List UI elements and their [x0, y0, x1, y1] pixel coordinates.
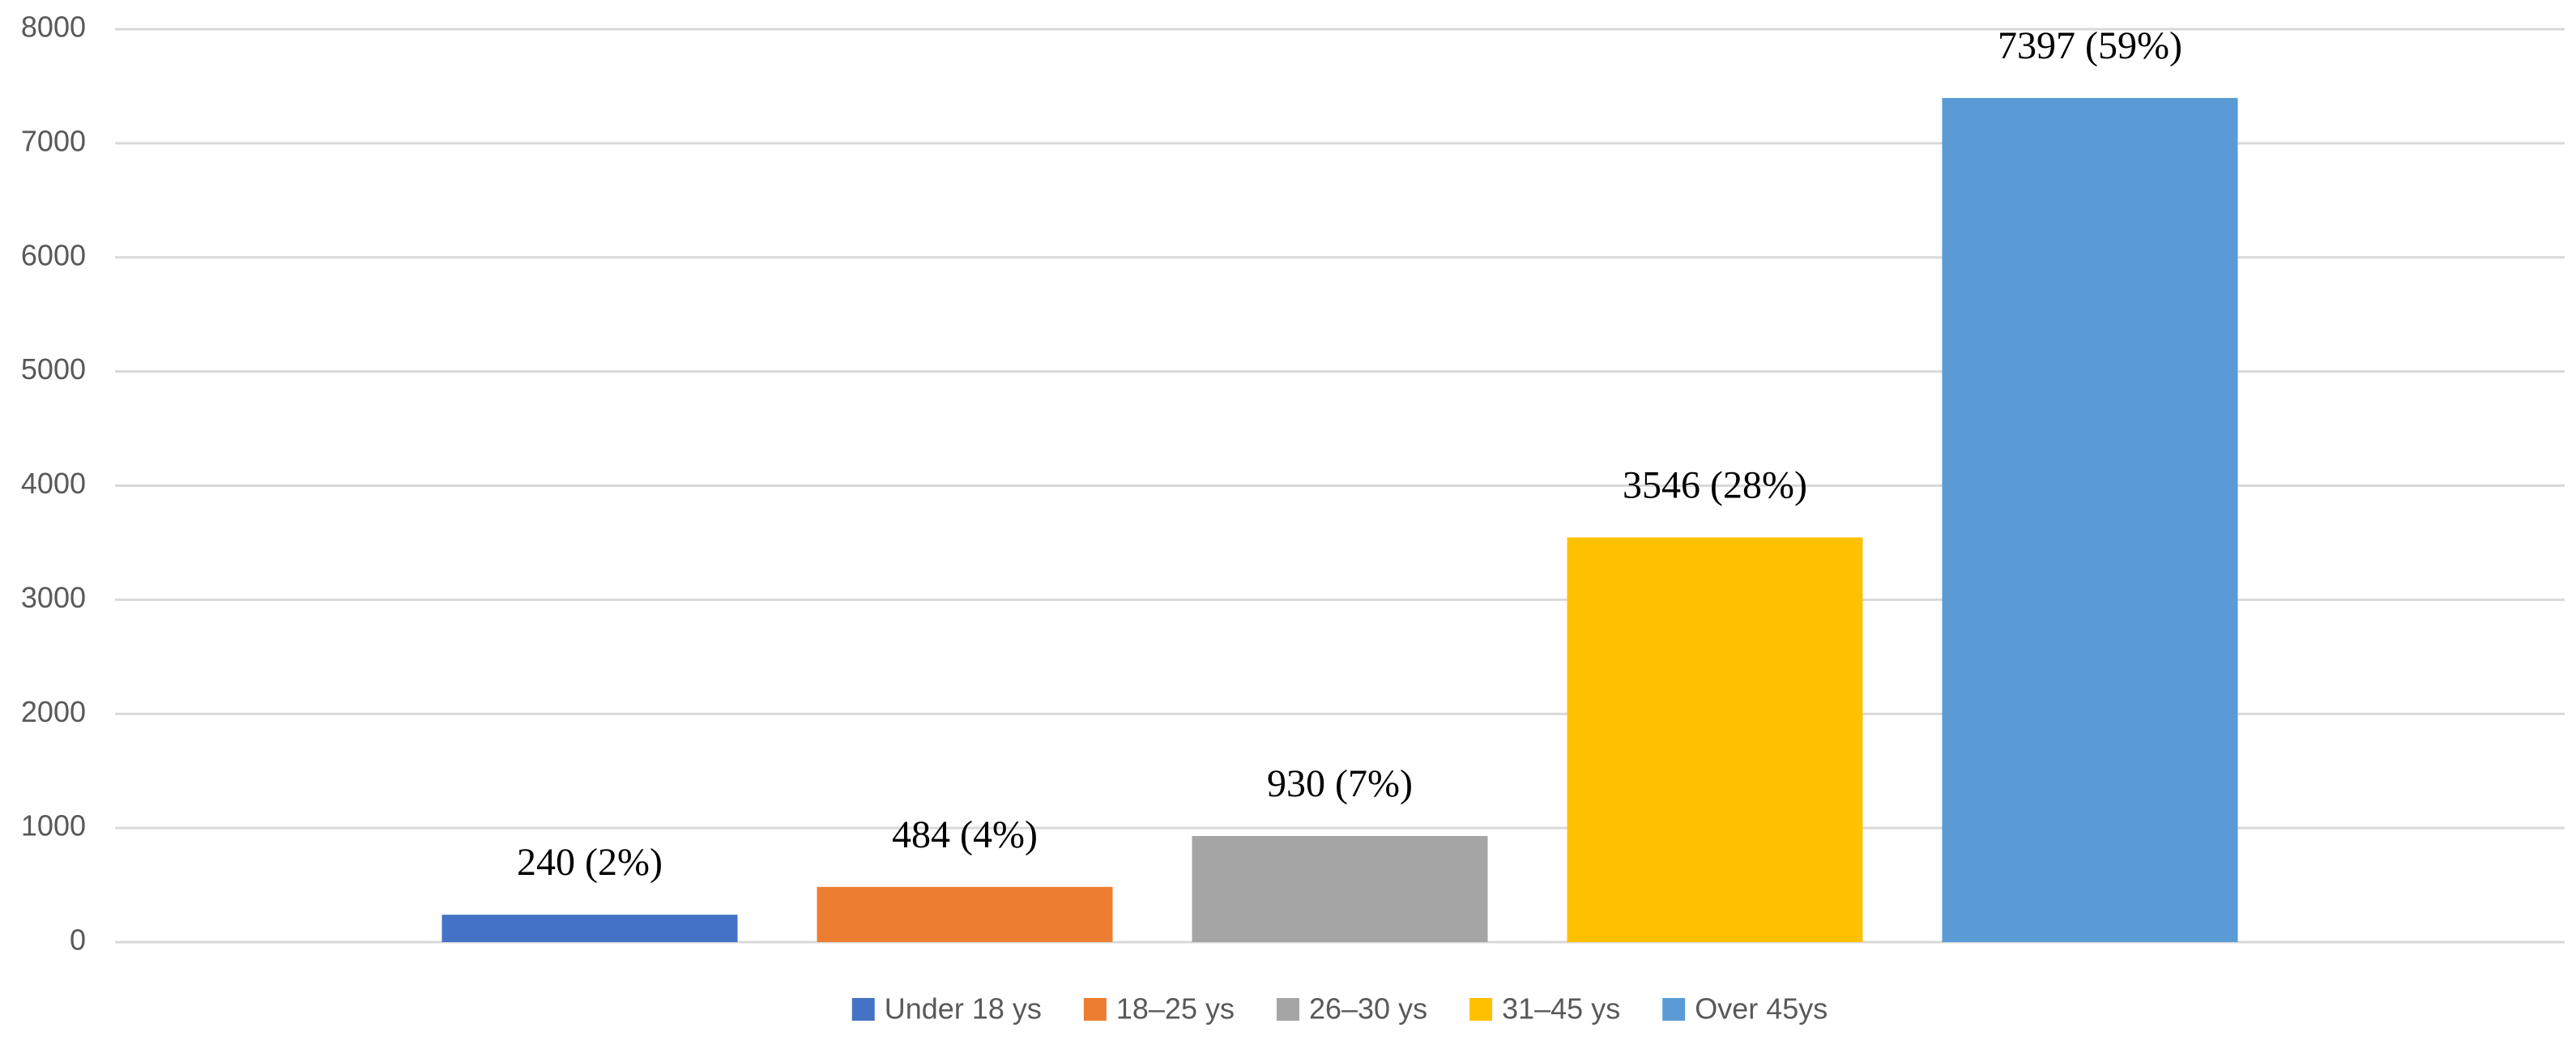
data-label: 484 (4%) [892, 813, 1038, 856]
data-label: 240 (2%) [517, 841, 663, 884]
y-tick-label: 3000 [21, 581, 86, 614]
bar [1192, 835, 1488, 942]
bar [817, 886, 1113, 942]
legend-label: 31–45 ys [1502, 992, 1620, 1026]
y-tick-label: 4000 [21, 467, 86, 500]
y-tick-label: 5000 [21, 352, 86, 386]
y-tick-label: 1000 [21, 809, 86, 842]
y-tick-label: 0 [70, 923, 86, 957]
bar [1942, 97, 2238, 942]
legend-label: 18–25 ys [1116, 992, 1235, 1026]
legend-label: Under 18 ys [885, 992, 1042, 1026]
bar [441, 915, 738, 942]
legend: Under 18 ys 18–25 ys 26–30 ys 31–45 ys Over … [851, 992, 1828, 1026]
y-tick-label: 8000 [21, 11, 86, 44]
data-label: 930 (7%) [1267, 762, 1413, 805]
legend-label: Over 45ys [1695, 992, 1828, 1026]
legend-swatch [1276, 998, 1299, 1021]
legend-swatch [1469, 998, 1493, 1021]
legend-label: 26–30 ys [1309, 992, 1427, 1026]
data-label: 3546 (28%) [1623, 463, 1807, 506]
y-tick-label: 6000 [21, 238, 86, 271]
legend-swatch [1083, 998, 1107, 1021]
y-tick-label: 7000 [21, 124, 86, 157]
bar [1567, 537, 1863, 942]
legend-swatch [851, 998, 875, 1021]
y-tick-label: 2000 [21, 695, 86, 728]
data-label: 7397 (59%) [1998, 24, 2182, 67]
legend-swatch [1662, 998, 1686, 1021]
